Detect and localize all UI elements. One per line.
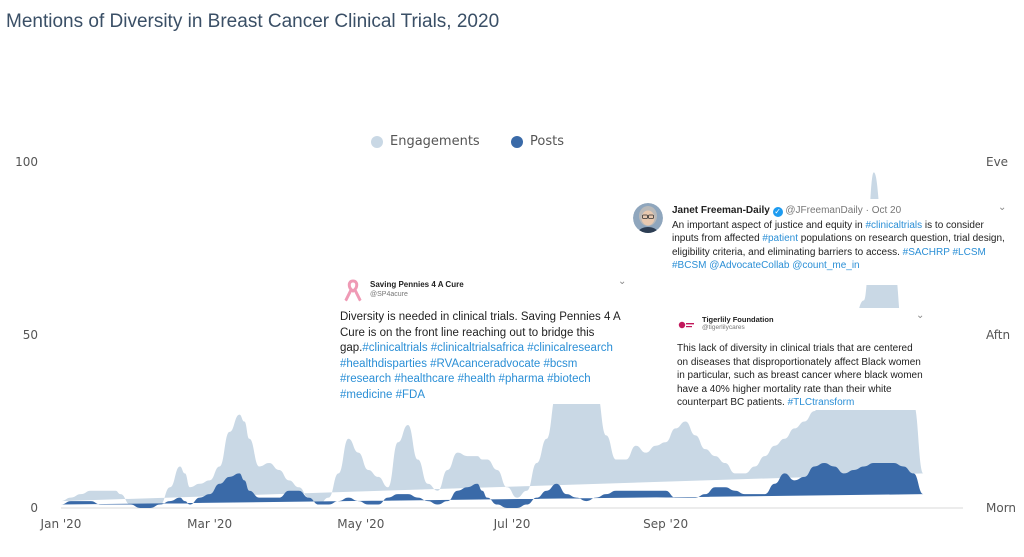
x-tick-label: Mar '20 [187, 517, 232, 531]
tweet-text-segment: eligibility criteria, and eliminating ba… [672, 246, 903, 258]
tweet-text-segment: is to consider [922, 220, 984, 231]
tweet-author-handle[interactable]: @JFreemanDaily [785, 205, 863, 216]
tweet-card-janet-freeman-daily[interactable]: Janet Freeman-Daily ✓ @JFreemanDaily · O… [630, 199, 1015, 285]
tweet-text-segment: in particular, such as breast cancer whe… [677, 370, 923, 382]
hashtag-link[interactable]: #clinicaltrials #clinicaltrialsafrica #c… [362, 342, 613, 355]
tweet-text: An important aspect of justice and equit… [672, 219, 1005, 273]
tweet-author-handle[interactable]: @SP4acure [370, 291, 408, 298]
tweet-line: This lack of diversity in clinical trial… [677, 342, 923, 356]
tweet-text-segment: inputs from affected [672, 233, 763, 245]
x-tick-label: Sep '20 [643, 517, 688, 531]
tweet-text-segment: Diversity is needed in clinical trials. … [340, 311, 621, 323]
tweet-line: on diseases that disproportionately affe… [677, 356, 923, 370]
tigerlily-logo-icon [676, 315, 696, 335]
legend-item-posts[interactable]: Posts [511, 134, 564, 149]
tweet-line: #medicine #FDA [340, 388, 621, 404]
y-right-tick-label: Aftn [986, 328, 1010, 342]
tweet-line: in particular, such as breast cancer whe… [677, 369, 923, 383]
x-tick-label: Jan '20 [40, 517, 82, 531]
tweet-text-segment: An important aspect of justice and equit… [672, 220, 866, 231]
y-tick-label: 50 [23, 328, 38, 342]
tweet-line: #healthdisparties #RVAcanceradvocate #bc… [340, 357, 621, 373]
hashtag-link[interactable]: #patient [762, 233, 799, 245]
janet-avatar [633, 203, 663, 233]
hashtag-link[interactable]: #medicine #FDA [340, 388, 426, 401]
tweet-date-separator: · [865, 205, 869, 216]
y-right-tick-label: Morn [986, 501, 1016, 515]
tweet-line: inputs from affected #patient population… [672, 232, 1005, 245]
hashtag-link[interactable]: #clinicaltrials [865, 220, 923, 231]
tweet-line: eligibility criteria, and eliminating ba… [672, 246, 1005, 259]
legend-label-engagements: Engagements [390, 134, 480, 149]
legend-label-posts: Posts [530, 134, 564, 149]
tweet-author-name[interactable]: Janet Freeman-Daily [672, 205, 770, 216]
y-right-tick-label: Eve [986, 155, 1008, 169]
tweet-line: gap.#clinicaltrials #clinicaltrialsafric… [340, 341, 621, 357]
tweet-text-segment: Cure is on the front line reaching out t… [340, 326, 595, 339]
tweet-date[interactable]: Oct 20 [871, 205, 902, 216]
tweet-author-name[interactable]: Saving Pennies 4 A Cure [370, 280, 464, 289]
chevron-down-icon[interactable]: ⌄ [916, 310, 925, 321]
tweet-text-segment: populations on research question, trial … [798, 233, 1005, 245]
legend-swatch-posts [511, 135, 523, 148]
tweet-line: Cure is on the front line reaching out t… [340, 326, 621, 342]
x-tick-label: Jul '20 [493, 517, 531, 531]
tweet-line: An important aspect of justice and equit… [672, 219, 1005, 232]
tweet-text-segment: This lack of diversity in clinical trial… [677, 343, 913, 354]
chevron-down-icon[interactable]: ⌄ [618, 276, 627, 287]
hashtag-link[interactable]: #TLCtransform [787, 397, 855, 409]
y-tick-label: 0 [30, 501, 38, 515]
tweet-text-segment: have a 40% higher mortality rate than th… [677, 383, 892, 395]
hashtag-link[interactable]: #research #healthcare #health #pharma #b… [340, 373, 591, 386]
tweet-text-segment: counterpart BC patients. [677, 397, 788, 409]
tweet-card-tigerlily-foundation[interactable]: Tigerlily Foundation @tigerlilycares ⌄ T… [670, 308, 929, 410]
tweet-text-segment: on diseases that disproportionately affe… [677, 356, 921, 368]
area-series-posts [61, 463, 924, 508]
tweet-text-segment: gap. [340, 342, 363, 355]
tweet-text: Diversity is needed in clinical trials. … [340, 310, 621, 404]
tweet-line: have a 40% higher mortality rate than th… [677, 383, 923, 397]
y-tick-label: 100 [15, 155, 38, 169]
hashtag-link[interactable]: #healthdisparties #RVAcanceradvocate #bc… [340, 357, 578, 370]
tweet-text: This lack of diversity in clinical trial… [677, 342, 923, 410]
pink-ribbon-avatar [340, 277, 366, 303]
tweet-line: Diversity is needed in clinical trials. … [340, 310, 621, 326]
verified-badge-icon: ✓ [772, 207, 783, 217]
tweet-header: Janet Freeman-Daily ✓ @JFreemanDaily · O… [672, 205, 901, 217]
legend-swatch-engagements [371, 135, 383, 148]
chart-title: Mentions of Diversity in Breast Cancer C… [6, 11, 500, 32]
tweet-author-handle[interactable]: @tigerlilycares [702, 324, 745, 331]
tweet-line: #research #healthcare #health #pharma #b… [340, 372, 621, 388]
tweet-line: #BCSM @AdvocateCollab @count_me_in [672, 259, 1005, 272]
legend-item-engagements[interactable]: Engagements [371, 134, 480, 149]
tweet-line: counterpart BC patients. #TLCtransform [677, 396, 923, 410]
tweet-card-saving-pennies[interactable]: Saving Pennies 4 A Cure @SP4acure ⌄ Dive… [334, 271, 632, 404]
chevron-down-icon[interactable]: ⌄ [998, 202, 1007, 213]
x-tick-label: May '20 [337, 517, 384, 531]
tweet-author-name[interactable]: Tigerlily Foundation [702, 315, 774, 324]
hashtag-link[interactable]: #BCSM @AdvocateCollab @count_me_in [672, 260, 860, 272]
hashtag-link[interactable]: #SACHRP #LCSM [902, 246, 986, 258]
